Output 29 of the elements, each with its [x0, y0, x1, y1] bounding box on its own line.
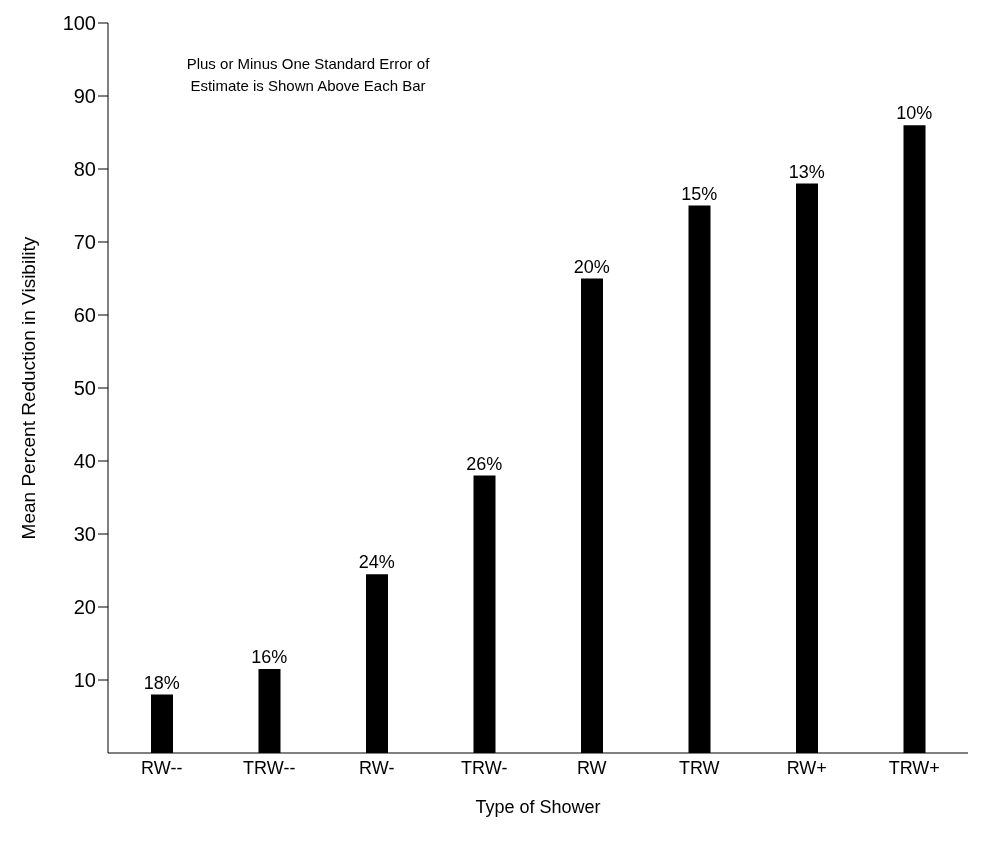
x-tick-label: TRW--: [243, 757, 296, 778]
annotation: 24%: [358, 552, 395, 573]
y-tick-label: 70: [73, 231, 96, 254]
annotation: 16%: [251, 647, 288, 668]
y-tick-label: 20: [73, 596, 96, 619]
y-tick-label: 10: [73, 669, 96, 692]
y-tick-label: 50: [73, 377, 96, 400]
x-tick-label: RW--: [141, 757, 183, 778]
annotation: 10%: [896, 103, 933, 124]
x-tick-label: RW: [576, 757, 607, 778]
annotation: 18%: [143, 672, 180, 693]
y-tick-label: 80: [73, 158, 96, 181]
y-tick-label: 40: [73, 450, 96, 473]
x-tick-label: TRW-: [461, 757, 508, 778]
annotation: Plus or Minus One Standard Error of Estimate is Shown Above Each Bar: [185, 54, 431, 96]
y-tick-label: 100: [62, 12, 96, 35]
y-tick-label: 30: [73, 523, 96, 546]
annotation: 15%: [681, 183, 718, 204]
y-tick-label: 60: [73, 304, 96, 327]
x-tick-label: RW+: [786, 757, 827, 778]
y-tick-label: 90: [73, 85, 96, 108]
x-tick-label: TRW: [678, 757, 720, 778]
x-tick-label: TRW+: [888, 757, 940, 778]
annotation: 13%: [788, 161, 825, 182]
annotation: 26%: [466, 453, 503, 474]
x-tick-label: RW-: [359, 757, 395, 778]
x-axis-title: Type of Shower: [475, 797, 601, 817]
annotation: 20%: [573, 256, 610, 277]
y-axis-title: Mean Percent Reduction in Visibility: [17, 236, 39, 540]
